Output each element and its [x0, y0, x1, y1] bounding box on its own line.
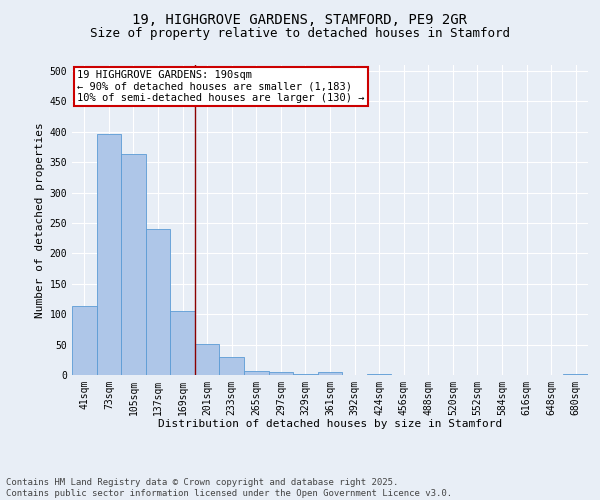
- Text: Contains HM Land Registry data © Crown copyright and database right 2025.
Contai: Contains HM Land Registry data © Crown c…: [6, 478, 452, 498]
- Bar: [244, 370, 269, 375]
- Text: 19 HIGHGROVE GARDENS: 190sqm
← 90% of detached houses are smaller (1,183)
10% of: 19 HIGHGROVE GARDENS: 190sqm ← 90% of de…: [77, 70, 365, 103]
- Bar: [72, 306, 97, 375]
- Bar: [146, 228, 170, 375]
- Bar: [269, 372, 293, 375]
- X-axis label: Distribution of detached houses by size in Stamford: Distribution of detached houses by size …: [158, 420, 502, 430]
- Bar: [367, 374, 391, 375]
- Y-axis label: Number of detached properties: Number of detached properties: [35, 122, 46, 318]
- Bar: [563, 374, 588, 375]
- Bar: [293, 374, 318, 375]
- Bar: [318, 372, 342, 375]
- Text: 19, HIGHGROVE GARDENS, STAMFORD, PE9 2GR: 19, HIGHGROVE GARDENS, STAMFORD, PE9 2GR: [133, 12, 467, 26]
- Bar: [170, 311, 195, 375]
- Bar: [97, 134, 121, 375]
- Text: Size of property relative to detached houses in Stamford: Size of property relative to detached ho…: [90, 28, 510, 40]
- Bar: [220, 358, 244, 375]
- Bar: [195, 344, 220, 375]
- Bar: [121, 154, 146, 375]
